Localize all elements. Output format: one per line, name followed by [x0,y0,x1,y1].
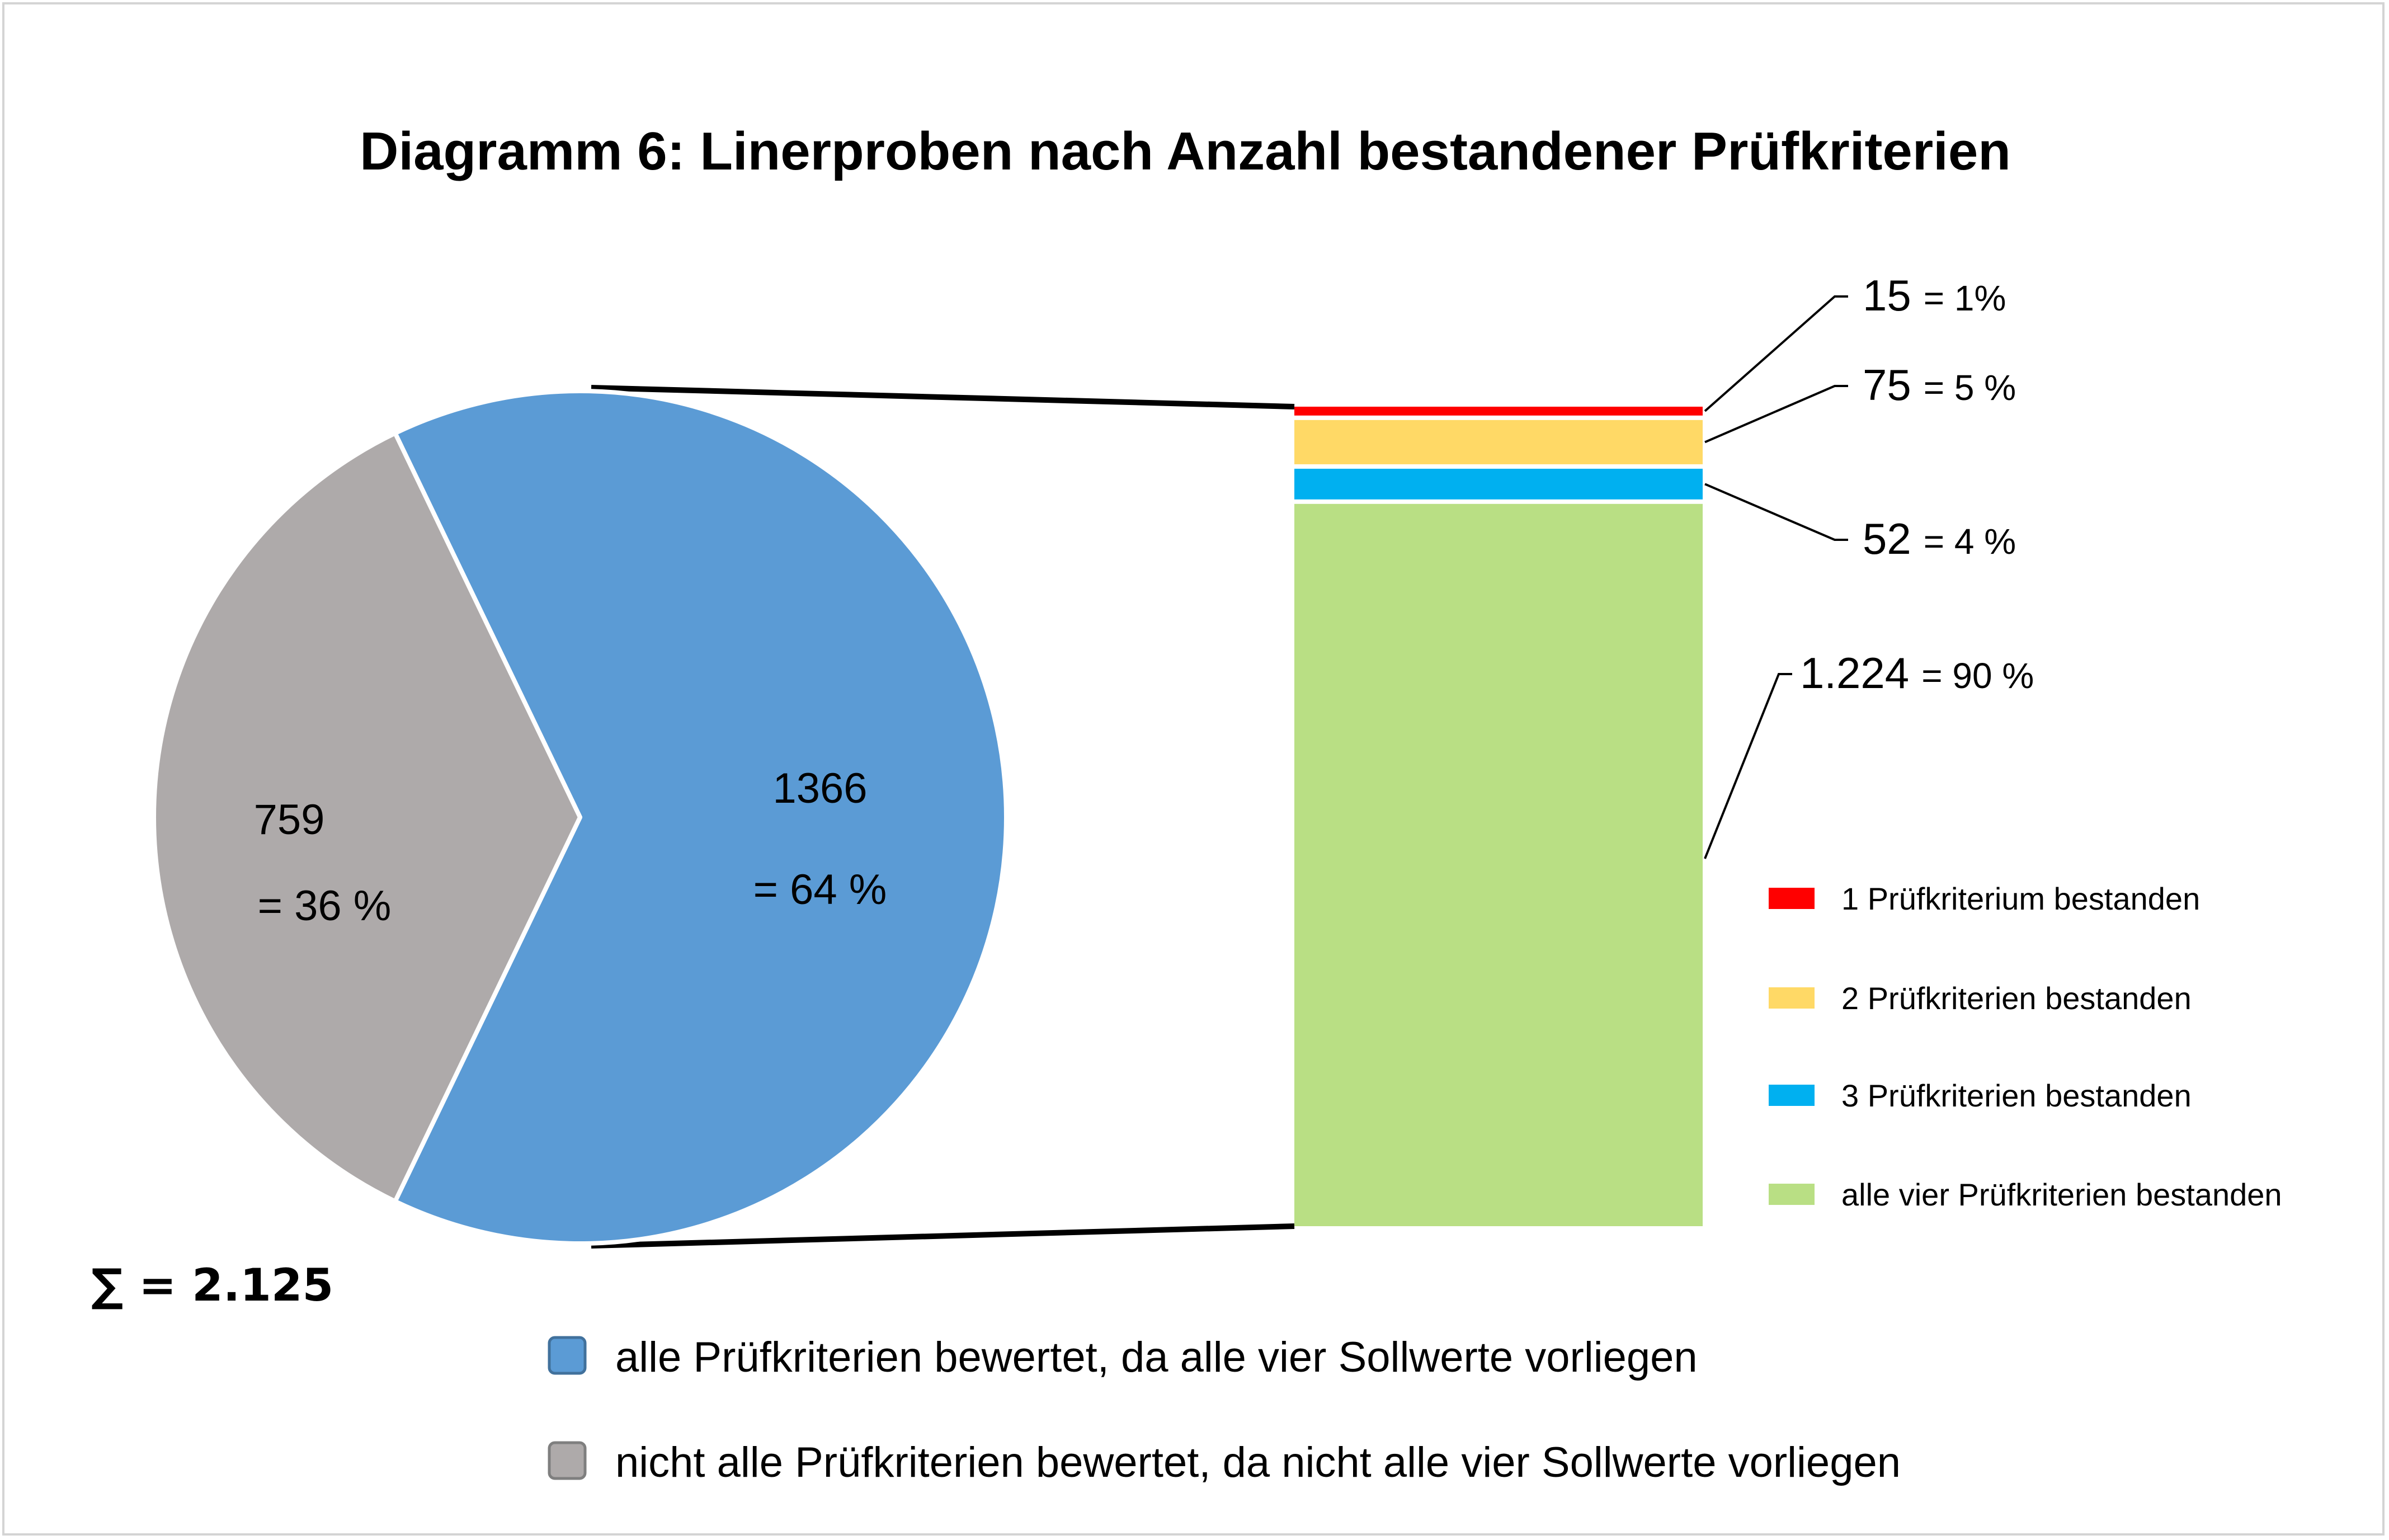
callout-leader-1 [1704,295,1848,412]
callout-pct-1: = 1% [1924,278,2006,318]
pie-legend-swatch-2 [548,1441,587,1480]
bar-legend-swatch-4 [1769,1184,1815,1205]
callout-value-3: 52 [1863,514,1911,563]
callout-leader-4 [1704,673,1792,859]
bar-segment-1 [1294,407,1703,416]
stacked-bar [1294,407,1703,1226]
bar-segment-3 [1294,468,1703,500]
bar-legend-label-4: alle vier Prüfkriterien bestanden [1841,1177,2282,1212]
pie-legend-label-1: alle Prüfkriterien bewertet, da alle vie… [615,1334,1698,1381]
callout-pct-2: = 5 % [1924,368,2016,408]
callout-leader-2 [1704,385,1848,444]
callout-value-1: 15 [1863,271,1911,320]
callout-leader-3 [1704,483,1848,541]
callout-label-3: 52 = 4 % [1863,514,2016,563]
callout-value-4: 1.224 [1800,648,1909,698]
callout-label-2: 75 = 5 % [1863,360,2016,409]
pie-legend: alle Prüfkriterien bewertet, da alle vie… [548,1334,1901,1486]
pie-legend-swatch-1 [548,1336,587,1375]
bar-legend-label-2: 2 Prüfkriterien bestanden [1841,981,2192,1016]
bar-legend-label-1: 1 Prüfkriterium bestanden [1841,881,2200,916]
bar-legend: 1 Prüfkriterium bestanden 2 Prüfkriterien… [1769,881,2282,1212]
bar-callouts: 15 = 1% 75 = 5 % 52 = 4 % 1.224 = 90 % [1704,271,2034,859]
bar-segment-2 [1294,420,1703,464]
bar-legend-swatch-3 [1769,1085,1815,1106]
bar-segment-4 [1294,503,1703,1226]
pie-to-bar-connectors [591,385,1295,1249]
pie-legend-label-2: nicht alle Prüfkriterien bewertet, da ni… [615,1439,1901,1486]
pie-chart: 1366 = 64 % 759 = 36 % [152,389,1009,1246]
callout-value-2: 75 [1863,360,1911,409]
connector-bottom [591,1223,1295,1249]
callout-pct-3: = 4 % [1924,521,2016,562]
pie-label-value-1: 759 [254,796,325,844]
pie-label-value-0: 1366 [772,765,867,812]
bar-legend-swatch-1 [1769,888,1815,909]
pie-label-pct-0: = 64 % [753,866,887,913]
callout-label-1: 15 = 1% [1863,271,2006,320]
pie-slice-not-all-criteria [152,431,582,1204]
bar-legend-swatch-2 [1769,987,1815,1009]
callout-pct-4: = 90 % [1921,656,2034,696]
connector-top [591,385,1295,409]
chart-title: Diagramm 6: Linerproben nach Anzahl best… [360,121,2011,181]
callout-label-4: 1.224 = 90 % [1800,648,2034,698]
bar-legend-label-3: 3 Prüfkriterien bestanden [1841,1078,2192,1113]
pie-slice-all-criteria [393,389,1009,1246]
pie-label-pct-1: = 36 % [258,882,392,930]
total-label: ∑ = 2.125 [91,1259,333,1311]
